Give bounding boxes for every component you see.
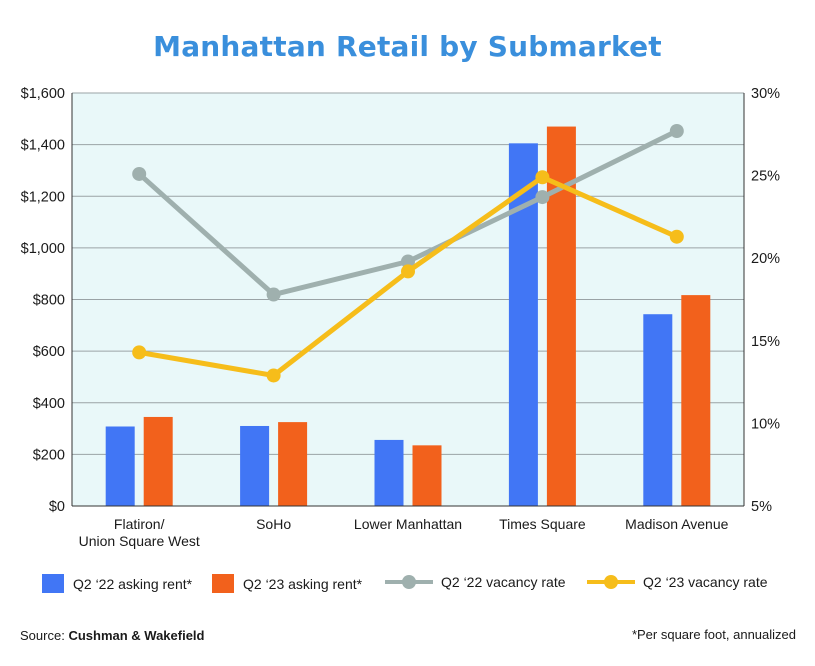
legend-label-q23-rent: Q2 ‘23 asking rent* <box>243 575 363 592</box>
point-q23-vacancy <box>132 345 147 360</box>
bar-q23-rent <box>681 295 711 506</box>
bar-q23-rent <box>278 422 308 506</box>
point-q22-vacancy <box>132 166 147 181</box>
legend-label-q23-vacancy: Q2 ‘23 vacancy rate <box>643 574 768 590</box>
y-left-tick-label: $600 <box>33 344 65 360</box>
x-tick-label: Times Square <box>499 516 586 532</box>
y-left-tick-label: $1,200 <box>21 189 65 205</box>
source-note: Source: Cushman & Wakefield <box>20 628 204 643</box>
point-q23-vacancy <box>401 264 415 279</box>
bar-q22-rent <box>240 425 270 506</box>
legend-label-q22-vacancy: Q2 ‘22 vacancy rate <box>441 574 566 590</box>
point-q22-vacancy <box>669 123 684 138</box>
y-left-tick-label: $400 <box>33 396 65 412</box>
y-left-tick-label: $0 <box>49 499 65 515</box>
x-tick-label: Union Square West <box>79 533 200 549</box>
x-tick-label: Flatiron/ <box>114 516 165 532</box>
source-label: Source: <box>20 628 65 643</box>
y-right-tick-label: 10% <box>751 416 780 432</box>
point-q22-vacancy <box>266 287 281 302</box>
legend-label-q22-rent: Q2 ‘22 asking rent* <box>73 575 193 592</box>
x-tick-label: Lower Manhattan <box>354 516 462 532</box>
legend: Q2 ‘22 asking rent* Q2 ‘23 asking rent* … <box>0 574 815 598</box>
point-q23-vacancy <box>669 229 684 244</box>
bar-q23-rent <box>412 445 442 506</box>
bar-q22-rent <box>374 439 404 506</box>
legend-swatch-q22-rent <box>42 574 64 593</box>
y-left-tick-label: $800 <box>33 293 65 309</box>
point-q22-vacancy <box>535 190 550 205</box>
point-q22-vacancy <box>401 254 415 269</box>
footnote: *Per square foot, annualized <box>631 627 796 642</box>
source-name: Cushman & Wakefield <box>68 628 205 643</box>
y-right-tick-label: 20% <box>751 251 780 267</box>
bar-q22-rent <box>643 314 673 506</box>
point-q23-vacancy <box>266 368 281 383</box>
chart: $0 $200 $400 $600 $800 $1,000 $1,200 $1,400 $1,6… <box>21 86 780 549</box>
legend-swatch-q23-rent <box>212 574 234 593</box>
y-left-tick-label: $1,000 <box>21 241 65 257</box>
legend-item-q22-rent: Q2 ‘22 asking rent* <box>42 574 192 593</box>
bar-q22-rent <box>105 426 135 506</box>
legend-line-q23-vacancy <box>587 575 635 589</box>
y-left-tick-label: $200 <box>33 447 65 463</box>
y-right-tick-label: 5% <box>751 499 772 515</box>
x-tick-label: SoHo <box>256 516 291 532</box>
bar-q23-rent <box>143 416 173 506</box>
y-left-tick-label: $1,400 <box>21 138 65 154</box>
chart-title: Manhattan Retail by Submarket <box>153 30 662 63</box>
point-q23-vacancy <box>535 170 550 185</box>
y-left-tick-label: $1,600 <box>21 86 65 102</box>
y-right-tick-label: 25% <box>751 169 780 185</box>
x-tick-label: Madison Avenue <box>625 516 728 532</box>
legend-item-q23-vacancy: Q2 ‘23 vacancy rate <box>587 574 768 590</box>
legend-line-q22-vacancy <box>385 575 433 589</box>
legend-item-q23-rent: Q2 ‘23 asking rent* <box>212 574 362 593</box>
y-right-tick-label: 30% <box>751 86 780 102</box>
y-right-tick-label: 15% <box>751 334 780 350</box>
legend-item-q22-vacancy: Q2 ‘22 vacancy rate <box>385 574 566 590</box>
